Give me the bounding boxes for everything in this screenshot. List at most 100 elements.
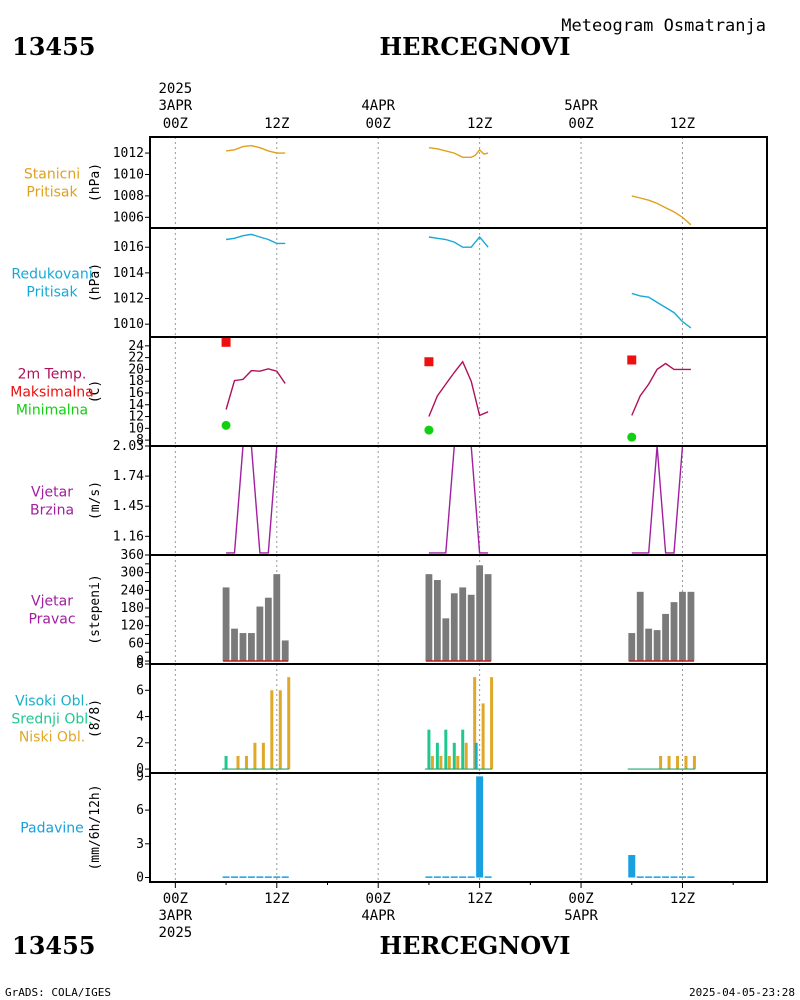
wind-direction-bar [679,591,686,662]
y-tick-label: 0 [136,762,144,777]
min-temp-marker [221,420,231,430]
mid-cloud-bar [444,729,448,770]
low-cloud-bar [490,677,494,770]
precipitation-bar [645,876,653,878]
low-cloud-bar [278,690,282,770]
wind-direction-bar [256,606,264,662]
precipitation-bar [653,876,661,878]
low-cloud-bar [692,755,696,770]
min-temp-marker [627,432,637,442]
panel-legend-label: Pritisak [26,285,78,301]
bottom-time-label: 00Z [568,891,593,907]
series-line [226,445,286,554]
precipitation-bar [662,876,670,878]
panel-legend-label: Visoki Obl. [15,694,89,710]
wind-direction-bar [662,613,669,662]
top-time-label: 12Z [264,116,289,132]
y-axis-label: (C) [88,380,103,403]
low-cloud-bar [659,755,663,770]
y-tick-label: 1.16 [113,529,144,544]
y-axis-label: (mm/6h/12h) [88,784,103,870]
mid-cloud-bar [224,755,228,770]
y-tick-label: 180 [121,601,144,616]
y-tick-label: 14 [128,398,144,413]
precipitation-bar [264,876,272,878]
panel-wind-speed: 1.16 1.45 1.74 2.03 (m/s) Vjetar Brzina [30,439,768,556]
y-tick-label: 1012 [113,146,144,161]
panel-reduced-pressure: 1010 1012 1014 1016 (hPa)Redukovani Pritisak [11,227,768,338]
y-tick-label: 6 [136,803,144,818]
high-cloud-bar [474,742,478,770]
wind-direction-bar [628,633,636,662]
panel-legend-label: Niski Obl. [19,730,85,746]
bottom-time-label: 00Z [366,891,391,907]
y-tick-label: 10 [128,421,144,436]
mid-cloud-bar [435,742,439,770]
low-cloud-bar [236,755,240,770]
precipitation-bar [687,876,695,878]
panel-clouds: 0 2 4 6 8 (8/8)Visoki Obl. Srednji Obl. Niski O… [11,657,768,777]
precipitation-bar [450,876,458,878]
top-day-label: 5APR [564,98,598,114]
precipitation-bar [484,876,492,878]
y-tick-label: 18 [128,374,144,389]
wind-direction-bar [645,628,653,662]
precipitation-bar [222,876,230,878]
wind-direction-bar [248,633,255,662]
precipitation-bar [281,876,289,878]
low-cloud-bar [684,755,688,770]
top-time-label: 00Z [163,116,188,132]
low-cloud-bar [667,755,671,770]
y-tick-label: 1.45 [113,499,144,514]
top-day-label: 3APR [158,98,192,114]
low-cloud-bar [244,755,248,770]
y-tick-label: 60 [128,636,144,651]
y-tick-label: 1012 [113,292,144,307]
precipitation-bar [476,776,484,878]
wind-direction-bar [476,565,484,662]
precipitation-bar [247,876,255,878]
wind-direction-bar [636,591,644,662]
y-tick-label: 240 [121,583,144,598]
y-tick-label: 1010 [113,167,144,182]
precipitation-bar [678,876,686,878]
panel-wind-direction: 0 60 120 180 240 300 360 (stepeni) Vjetar Pravac [28,548,768,669]
low-cloud-bar [439,755,443,770]
y-tick-label: 22 [128,351,144,366]
wind-direction-bar [239,633,247,662]
wind-direction-bar [442,618,450,662]
panel-legend-label: Vjetar [31,594,73,610]
panels: 1006100810101012(hPa)StanicniPritisak101… [10,136,768,886]
y-tick-label: 360 [121,548,144,563]
bottom-time-label: 12Z [670,891,695,907]
wind-direction-bar [687,591,695,662]
low-cloud-bar [676,755,680,770]
bottom-time-label: 12Z [467,891,492,907]
low-cloud-bar [481,703,485,770]
series-line [428,235,489,248]
mid-cloud-bar [461,729,465,770]
panel-legend-label: Minimalna [16,403,88,419]
wind-direction-bar [670,602,678,662]
y-tick-label: 1.74 [113,469,144,484]
precipitation-bar [459,876,467,878]
wind-direction-bar [222,587,230,662]
low-cloud-bar [447,755,451,770]
wind-direction-bar [231,628,238,662]
bottom-time-label: 00Z [163,891,188,907]
panel-legend-label: Redukovani [11,267,92,283]
min-temp-marker [424,425,434,435]
series-line [631,445,691,554]
wind-direction-bar [433,580,441,662]
max-temp-marker [627,355,637,365]
precipitation-bar [425,876,433,878]
precipitation-bar [231,876,239,878]
precipitation-bar [239,876,247,878]
y-axis-label: (hPa) [88,163,103,202]
bottom-day-label: 5APR [564,908,598,924]
wind-direction-bar [484,574,492,662]
station-id-top: 13455 [12,32,96,61]
